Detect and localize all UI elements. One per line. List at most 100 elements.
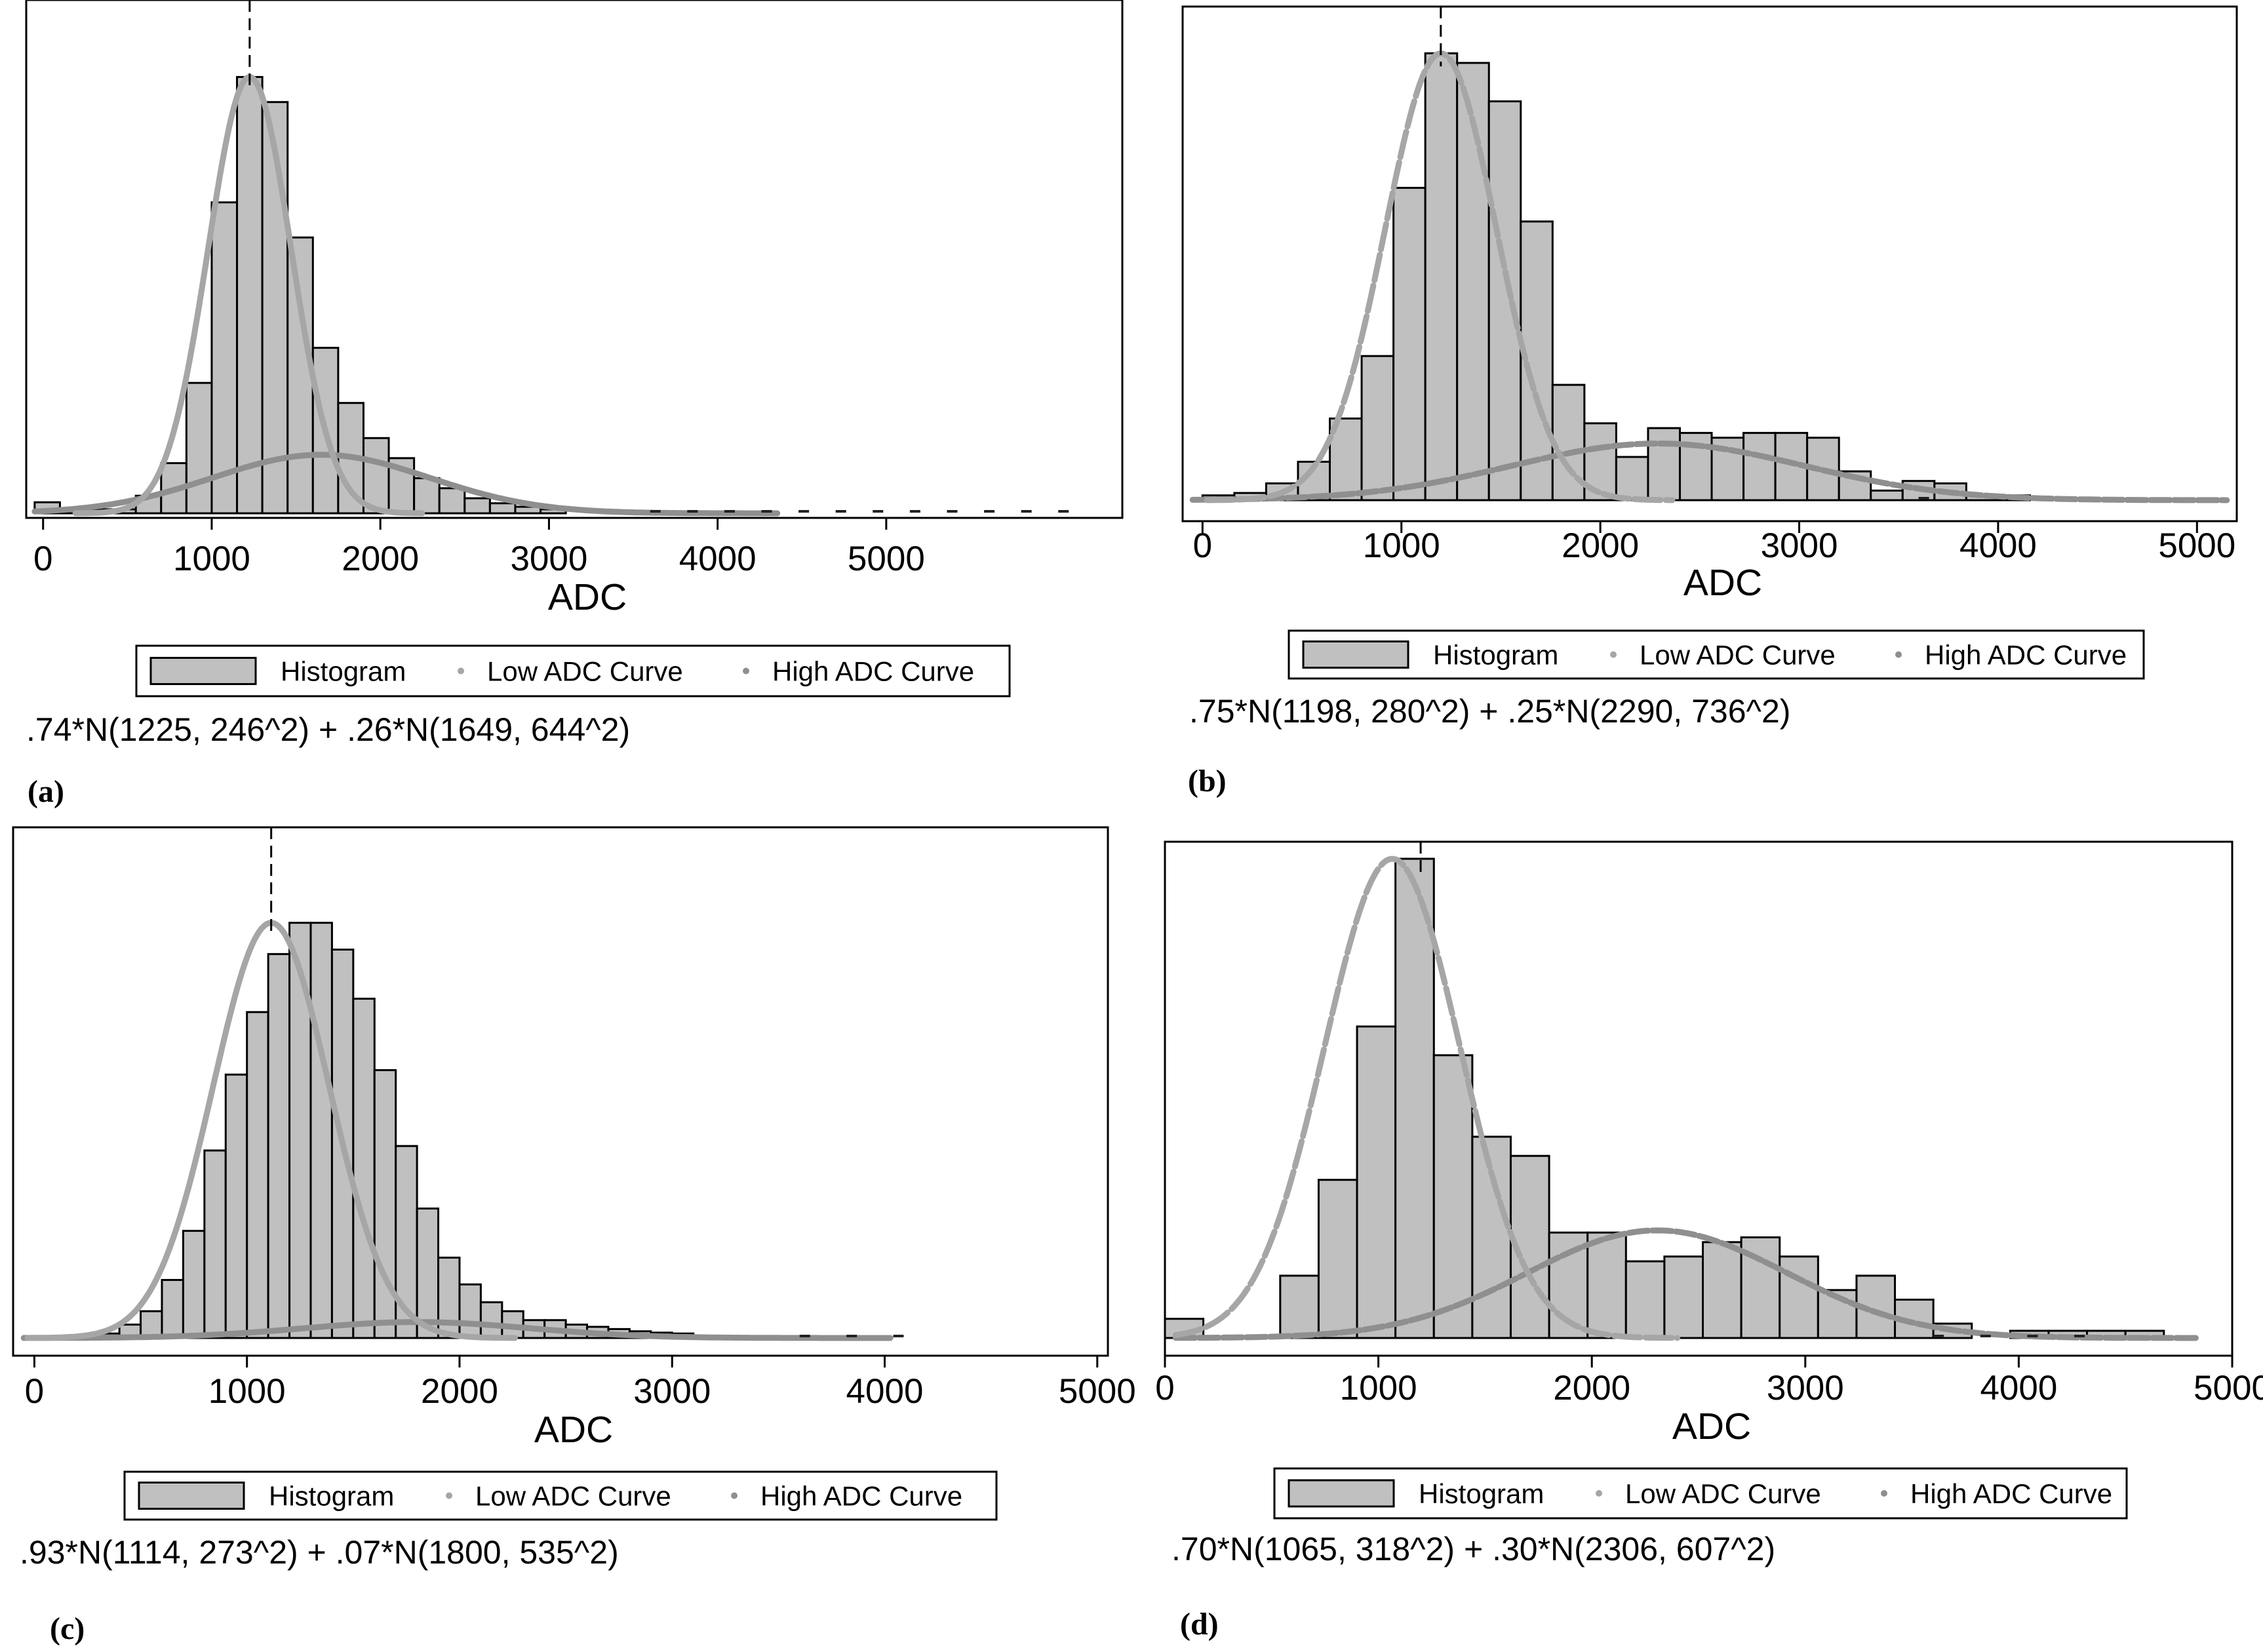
histogram-bar bbox=[309, 922, 333, 1339]
chart-panel-3: 0 1000 2000 3000 4000 5000 ADC Histogram Low ADC… bbox=[1155, 840, 2263, 1642]
histogram-bar bbox=[488, 502, 517, 515]
legend-label-high-adc-curve: High ADC Curve bbox=[760, 1481, 962, 1512]
high-adc-curve bbox=[1189, 441, 2230, 503]
histogram-bar bbox=[1663, 1255, 1704, 1339]
histogram-bar bbox=[261, 101, 289, 515]
x-tick-label: 1000 bbox=[173, 540, 250, 578]
x-tick-label: 1000 bbox=[1340, 1369, 1417, 1407]
x-tick-label: 4000 bbox=[1980, 1369, 2057, 1407]
histogram-bar bbox=[437, 1256, 461, 1339]
histogram-bar bbox=[1702, 1241, 1742, 1339]
x-tick-label: 1000 bbox=[208, 1372, 286, 1411]
histogram-bar bbox=[286, 236, 314, 515]
low-adc-curve bbox=[1204, 50, 1676, 503]
x-tick-label: 0 bbox=[33, 540, 52, 578]
histogram-bar bbox=[1356, 1025, 1397, 1339]
legend-marker-high bbox=[731, 1492, 738, 1499]
mixture-formula: .70*N(1065, 318^2) + .30*N(2306, 607^2) bbox=[1171, 1531, 1775, 1567]
high-adc-curve bbox=[31, 452, 781, 517]
histogram-bar bbox=[458, 1283, 482, 1339]
panel-label: (b) bbox=[1188, 764, 1227, 798]
histogram-bar bbox=[224, 1073, 248, 1339]
histogram-bar bbox=[463, 497, 491, 515]
x-axis-label: ADC bbox=[548, 576, 627, 618]
mixture-formula: .93*N(1114, 273^2) + .07*N(1800, 535^2) bbox=[20, 1534, 619, 1571]
legend-box bbox=[1273, 1467, 2128, 1520]
legend-label-low-adc-curve: Low ADC Curve bbox=[487, 656, 683, 687]
x-tick-label: 5000 bbox=[1059, 1372, 1136, 1411]
histogram-bar bbox=[479, 1301, 503, 1339]
legend-label-low-adc-curve: Low ADC Curve bbox=[1625, 1478, 1821, 1509]
histogram-bar bbox=[267, 953, 291, 1339]
histogram-bar bbox=[1317, 1179, 1358, 1339]
histogram-bar bbox=[416, 1208, 440, 1339]
histogram-bar bbox=[185, 382, 213, 515]
legend-box bbox=[135, 644, 1011, 698]
legend-label-histogram: Histogram bbox=[1419, 1478, 1544, 1509]
x-tick-label: 2000 bbox=[1553, 1369, 1630, 1407]
legend-marker-high bbox=[1895, 651, 1902, 658]
histogram-bar bbox=[1392, 187, 1427, 502]
x-tick-label: 2000 bbox=[342, 540, 419, 578]
legend-marker-low bbox=[1596, 1490, 1602, 1497]
histogram-bar bbox=[1432, 1054, 1474, 1339]
high-adc-curve bbox=[20, 1319, 894, 1341]
x-axis-label: ADC bbox=[534, 1409, 613, 1451]
legend-swatch-histogram bbox=[138, 1482, 245, 1510]
x-tick-label: 5000 bbox=[848, 540, 925, 578]
legend-swatch-histogram bbox=[149, 657, 257, 685]
histogram-bar bbox=[1742, 431, 1777, 502]
x-tick-label: 0 bbox=[1193, 526, 1212, 565]
mixture-formula: .74*N(1225, 246^2) + .26*N(1649, 644^2) bbox=[26, 711, 630, 748]
legend-label-high-adc-curve: High ADC Curve bbox=[1910, 1478, 2112, 1509]
histogram-bar bbox=[1615, 456, 1649, 502]
legend-marker-high bbox=[1881, 1490, 1887, 1497]
histogram-bar bbox=[246, 1011, 269, 1339]
histogram-bar bbox=[1624, 1260, 1666, 1339]
histogram-bar bbox=[236, 75, 264, 515]
x-tick-label: 0 bbox=[25, 1372, 44, 1411]
histogram-bar bbox=[1279, 1274, 1320, 1339]
legend-label-high-adc-curve: High ADC Curve bbox=[1925, 640, 2127, 671]
histogram-bar bbox=[1774, 431, 1809, 502]
histogram-bar bbox=[203, 1149, 227, 1339]
histogram-bar bbox=[373, 1069, 397, 1339]
legend-marker-high bbox=[743, 667, 749, 675]
chart-panel-0: 0 1000 2000 3000 4000 5000 ADC Histogram Low ADC… bbox=[25, 0, 1124, 809]
x-tick-label: 3000 bbox=[510, 540, 587, 578]
histogram-bar bbox=[1647, 427, 1681, 502]
histogram-bar bbox=[352, 997, 376, 1339]
histogram-bar bbox=[362, 437, 390, 515]
x-axis-label: ADC bbox=[1672, 1406, 1751, 1447]
x-tick-label: 2000 bbox=[421, 1372, 498, 1411]
x-tick-label: 5000 bbox=[2194, 1369, 2263, 1407]
legend-label-low-adc-curve: Low ADC Curve bbox=[475, 1481, 671, 1512]
legend-swatch-histogram bbox=[1288, 1479, 1395, 1508]
legend-box bbox=[1288, 629, 2145, 680]
histogram-bar bbox=[1586, 1231, 1627, 1339]
legend-label-histogram: Histogram bbox=[1433, 640, 1558, 671]
x-tick-label: 4000 bbox=[679, 540, 757, 578]
x-tick-label: 0 bbox=[1155, 1369, 1174, 1407]
x-tick-label: 4000 bbox=[846, 1372, 924, 1411]
legend-label-low-adc-curve: Low ADC Curve bbox=[1640, 640, 1836, 671]
histogram-bar bbox=[1583, 422, 1617, 502]
legend-label-histogram: Histogram bbox=[269, 1481, 394, 1512]
legend-label-high-adc-curve: High ADC Curve bbox=[772, 656, 974, 687]
chart-panel-1: 0 1000 2000 3000 4000 5000 ADC Histogram Low ADC… bbox=[1181, 5, 2238, 798]
histogram-bar bbox=[1424, 52, 1459, 502]
histogram-bar bbox=[161, 1278, 184, 1339]
histogram-bar bbox=[1779, 1255, 1819, 1339]
histogram-bar bbox=[1487, 100, 1522, 502]
x-axis-label: ADC bbox=[1683, 562, 1762, 604]
legend-box bbox=[123, 1470, 998, 1521]
legend-marker-low bbox=[446, 1492, 452, 1499]
x-tick-label: 1000 bbox=[1363, 526, 1440, 565]
panel-label: (d) bbox=[1180, 1607, 1219, 1642]
histogram-bar bbox=[413, 477, 441, 515]
x-tick-label: 2000 bbox=[1562, 526, 1639, 565]
x-tick-label: 5000 bbox=[2158, 526, 2235, 565]
chart-panel-2: 0 1000 2000 3000 4000 5000 ADC Histogram Low ADC… bbox=[12, 826, 1136, 1646]
histogram-bar bbox=[1394, 857, 1435, 1339]
panel-label: (a) bbox=[28, 774, 64, 809]
